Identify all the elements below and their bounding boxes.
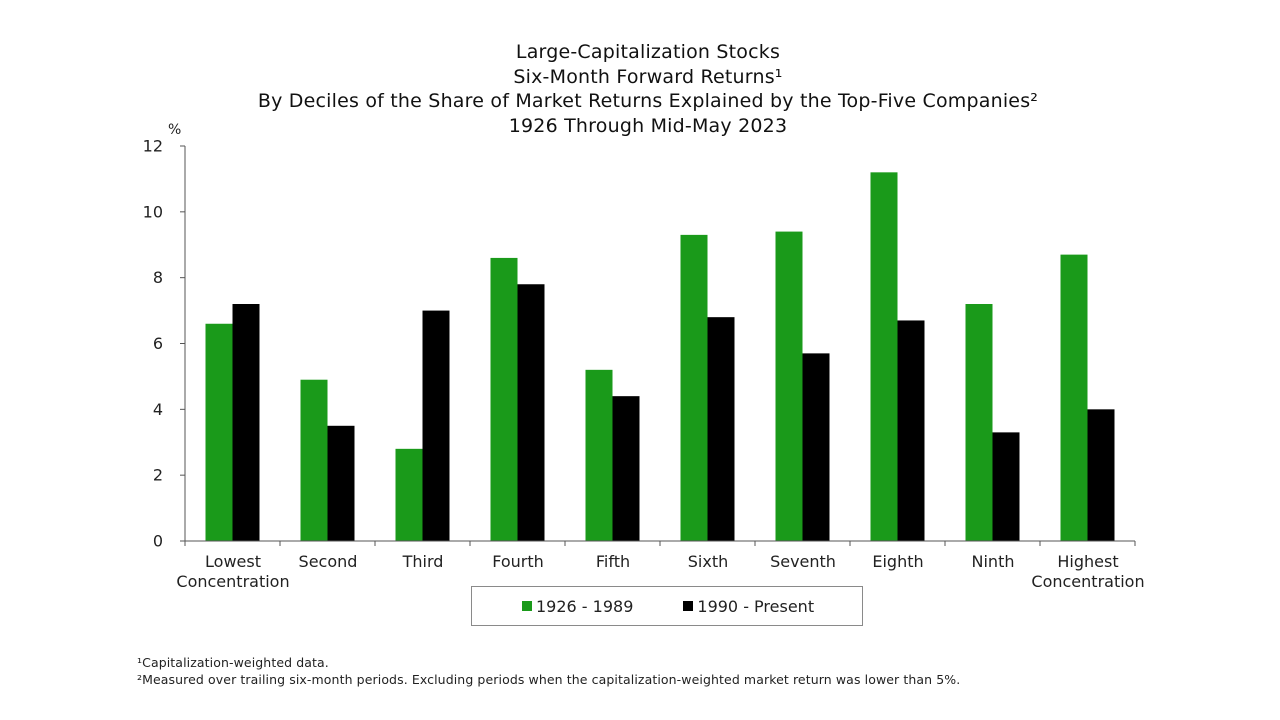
- bar-series-2-cat-6: [707, 317, 735, 541]
- bar-series-1-cat-1: [205, 323, 233, 541]
- x-tick-label: Highest: [1057, 552, 1118, 571]
- y-tick-label: 12: [143, 137, 163, 156]
- y-axis: 0 2 4 6 8 10 12%: [143, 122, 186, 551]
- x-tick-label: Concentration: [176, 572, 289, 591]
- legend-swatch-series-1: [522, 601, 532, 611]
- y-tick-label: 8: [153, 268, 163, 287]
- x-tick-label: Seventh: [770, 552, 836, 571]
- bar-series-1-cat-5: [585, 369, 613, 541]
- x-tick-label: Sixth: [688, 552, 728, 571]
- bar-series-1-cat-4: [490, 257, 518, 541]
- x-tick-label: Second: [299, 552, 358, 571]
- bar-series-1-cat-6: [680, 234, 708, 541]
- bar-series-2-cat-3: [422, 310, 450, 541]
- bar-series-2-cat-5: [612, 396, 640, 541]
- legend-swatch-series-2: [683, 601, 694, 611]
- x-tick-label: Fourth: [492, 552, 544, 571]
- footnote-1: ¹Capitalization-weighted data.: [137, 655, 329, 670]
- bar-series-2-cat-1: [232, 304, 260, 541]
- x-tick-label: Fifth: [596, 552, 630, 571]
- y-tick-label: 2: [153, 466, 163, 485]
- y-tick-label: 6: [153, 334, 163, 353]
- bar-series-1-cat-2: [300, 379, 328, 541]
- legend-label-series-1: 1926 - 1989: [536, 596, 634, 616]
- bar-series-2-cat-2: [327, 425, 355, 541]
- bar-series-1-cat-8: [870, 172, 898, 542]
- legend: 1926 - 1989 1990 - Present: [471, 586, 863, 626]
- title-line-1: Large-Capitalization Stocks: [515, 41, 781, 63]
- title-line-4: 1926 Through Mid-May 2023: [508, 114, 788, 137]
- y-tick-label: 10: [143, 202, 163, 221]
- y-tick-label: 0: [153, 532, 163, 551]
- bar-series-2-cat-7: [802, 353, 830, 541]
- footnote-2: ²Measured over trailing six-month period…: [137, 672, 961, 687]
- x-tick-label: Concentration: [1031, 572, 1144, 591]
- footnotes: ¹Capitalization-weighted data. ²Measured…: [137, 654, 960, 688]
- legend-label-series-2: 1990 - Present: [697, 596, 815, 616]
- bar-series-2-cat-4: [517, 284, 545, 541]
- x-tick-label: Eighth: [872, 552, 923, 571]
- bar-series-2-cat-10: [1087, 409, 1115, 541]
- bar-series-1-cat-3: [395, 448, 423, 541]
- legend-item-series-1: 1926 - 1989: [522, 597, 633, 616]
- x-tick-label: Third: [402, 552, 444, 571]
- x-tick-label: Lowest: [205, 552, 261, 571]
- bar-series-1-cat-10: [1060, 254, 1088, 541]
- chart-title: Large-Capitalization Stocks Six-Month Fo…: [0, 40, 1280, 138]
- bar-series-2-cat-8: [897, 320, 925, 541]
- x-tick-label: Ninth: [972, 552, 1015, 571]
- bar-series-1-cat-7: [775, 231, 803, 542]
- bar-series-1-cat-9: [965, 304, 993, 541]
- title-line-3: By Deciles of the Share of Market Return…: [257, 90, 1039, 112]
- y-axis-label: %: [168, 122, 181, 138]
- legend-item-series-2: 1990 - Present: [683, 597, 814, 616]
- y-tick-label: 4: [153, 400, 163, 419]
- title-line-2: Six-Month Forward Returns¹: [513, 65, 783, 88]
- bars: [205, 172, 1115, 542]
- bar-series-2-cat-9: [992, 432, 1020, 541]
